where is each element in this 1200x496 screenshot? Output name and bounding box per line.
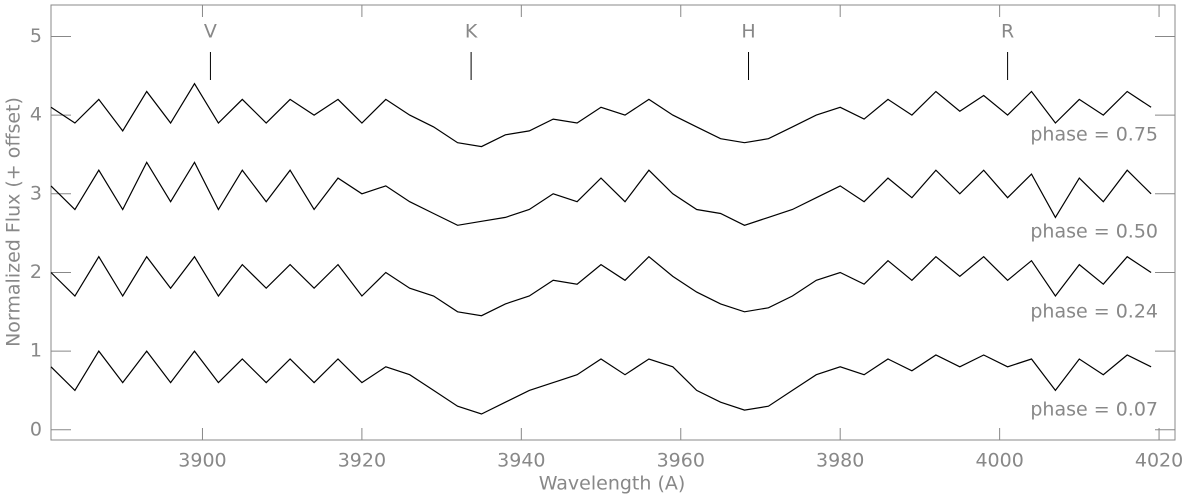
plot-frame [50,4,1176,441]
line-marker-label: H [741,21,755,43]
spectrum-line [50,255,1152,317]
annotation: phase = 0.24 [1030,301,1158,323]
y-tick-label: 2 [30,261,42,283]
x-tick-label: 3920 [338,450,386,472]
spectrum-line [50,161,1152,226]
line-marker-label: R [1001,21,1014,43]
spectrum-line [50,350,1152,415]
y-tick-label: 4 [30,104,42,126]
line-marker-label: V [204,21,217,43]
x-tick-label: 4000 [975,450,1023,472]
x-tick-label: 3960 [657,450,705,472]
x-tick-label: 3900 [178,450,226,472]
y-tick-label: 0 [30,418,42,440]
x-axis-label: Wavelength (A) [539,473,686,495]
annotation: phase = 0.50 [1030,221,1158,243]
y-tick-label: 5 [30,25,42,47]
x-tick-label: 3980 [816,450,864,472]
x-tick-label: 4020 [1135,450,1183,472]
y-tick-label: 3 [30,182,42,204]
y-tick-label: 1 [30,340,42,362]
x-tick-label: 3940 [497,450,545,472]
annotation: phase = 0.75 [1030,124,1158,146]
spectrum-line [50,82,1152,148]
annotation: phase = 0.07 [1030,399,1158,421]
line-marker-label: K [465,21,478,43]
y-axis-label: Normalized Flux (+ offset) [3,97,25,347]
